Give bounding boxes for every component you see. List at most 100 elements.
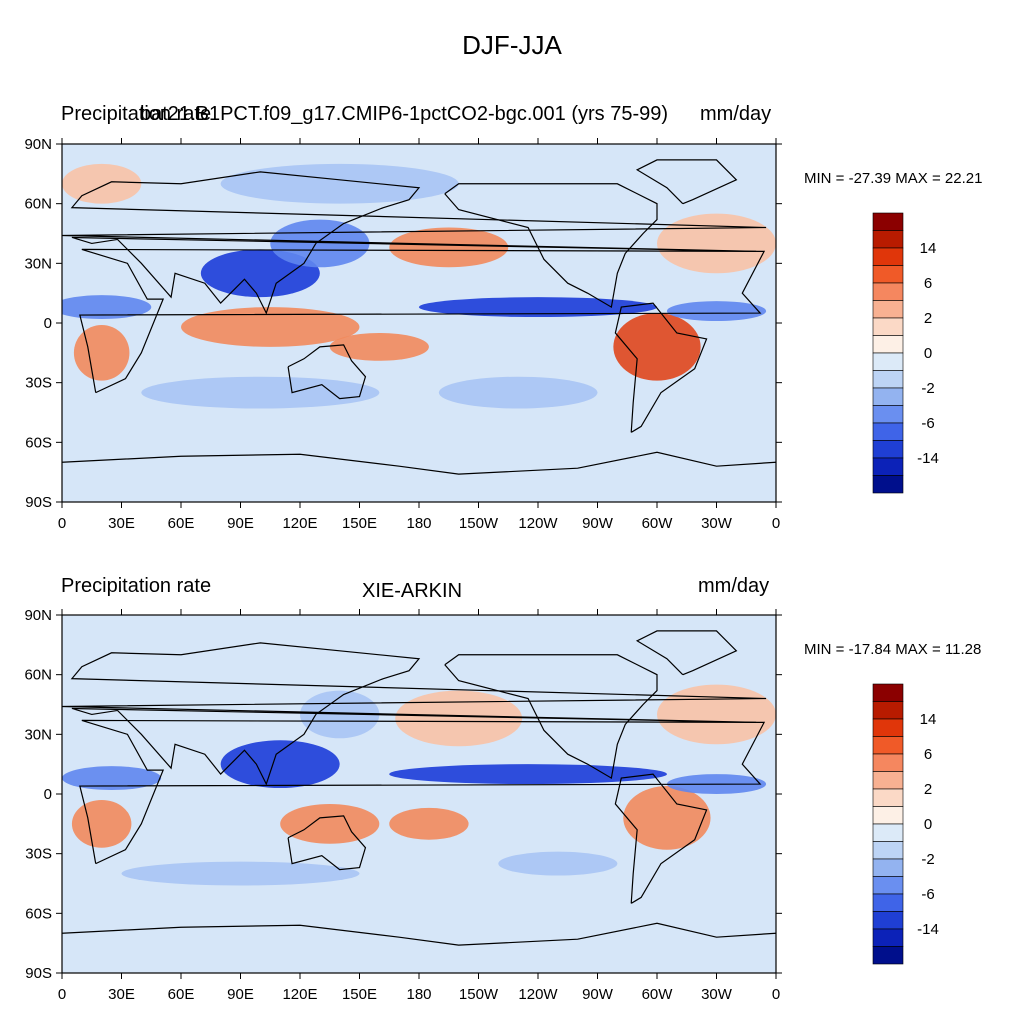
colorbar-swatch [872, 736, 904, 755]
lat-tick-label: 0 [44, 315, 52, 332]
colorbar-swatch [872, 928, 904, 947]
anomaly-region [62, 766, 162, 791]
colorbar-swatch [872, 806, 904, 825]
panel-units: mm/day [698, 575, 770, 597]
coastline [635, 630, 738, 676]
lon-tick-label: 0 [58, 515, 66, 532]
anomaly-region [62, 163, 142, 204]
colorbar-swatch [872, 683, 904, 702]
lon-tick-label: 90W [582, 986, 614, 1003]
lon-tick-label: 30E [108, 986, 135, 1003]
coastline [444, 654, 658, 780]
panel-left-title: Precipitation rate [61, 103, 212, 125]
anomaly-region [657, 213, 776, 274]
colorbar-label: -2 [921, 380, 934, 397]
figure-title: DJF-JJA [462, 30, 562, 60]
anomaly-region [280, 803, 380, 844]
colorbar-swatch [872, 788, 904, 807]
coastline [62, 922, 776, 946]
coastline [79, 719, 766, 865]
anomaly-region [438, 376, 598, 409]
lon-tick-label: 0 [772, 515, 780, 532]
colorbar-swatch [872, 352, 904, 371]
colorbar-swatch [872, 212, 904, 231]
anomaly-region [613, 313, 701, 381]
coastline [79, 248, 766, 394]
colorbar-swatch [872, 335, 904, 354]
lon-tick-label: 180 [406, 986, 431, 1003]
panel-units: mm/day [700, 103, 772, 125]
colorbar-swatch [872, 911, 904, 930]
anomaly-region [389, 764, 667, 785]
anomaly-region [657, 684, 776, 745]
lat-tick-label: 30N [24, 726, 52, 743]
coastline [287, 815, 367, 871]
lat-tick-label: 90S [25, 494, 52, 511]
colorbar-swatch [872, 753, 904, 772]
colorbar-swatch [872, 718, 904, 737]
anomaly-region [498, 851, 618, 876]
lat-tick-label: 90S [25, 965, 52, 982]
anomaly-region [329, 332, 429, 361]
lat-tick-label: 90N [24, 136, 52, 153]
anomaly-region [220, 163, 459, 204]
coastline [62, 642, 767, 786]
colorbar-swatch [872, 771, 904, 790]
lon-tick-label: 150E [342, 515, 377, 532]
panel-center-title: bat21.B1PCT.f09_g17.CMIP6-1pctCO2-bgc.00… [140, 103, 669, 125]
colorbar-swatch [872, 265, 904, 284]
anomaly-region [270, 219, 370, 268]
lon-tick-label: 30W [701, 986, 733, 1003]
anomaly-region [181, 307, 360, 347]
lon-tick-label: 150E [342, 986, 377, 1003]
coastline [62, 171, 767, 315]
lon-tick-label: 120W [518, 515, 558, 532]
anomaly-region [666, 301, 767, 322]
minmax-label: MIN = -17.84 MAX = 11.28 [804, 641, 982, 658]
lat-tick-label: 90N [24, 607, 52, 624]
lon-tick-label: 30W [701, 515, 733, 532]
colorbar-label: -14 [917, 450, 939, 467]
lat-tick-label: 30S [25, 375, 52, 392]
coastline [62, 451, 776, 475]
anomaly-region [419, 297, 657, 318]
coastline [614, 302, 708, 433]
colorbar-label: 14 [920, 711, 937, 728]
lon-tick-label: 90E [227, 515, 254, 532]
colorbar-swatch [872, 387, 904, 406]
anomaly-region [71, 799, 132, 848]
colorbar-swatch [872, 405, 904, 424]
lon-tick-label: 120W [518, 986, 558, 1003]
anomaly-region [121, 861, 360, 886]
lon-tick-label: 60E [168, 515, 195, 532]
colorbar-label: -2 [921, 851, 934, 868]
lon-tick-label: 150W [459, 986, 499, 1003]
colorbar-label: 0 [924, 345, 932, 362]
coastline [287, 344, 367, 400]
colorbar-swatch [872, 946, 904, 965]
colorbar-swatch [872, 457, 904, 476]
colorbar-swatch [872, 300, 904, 319]
coastline [614, 773, 708, 904]
anomaly-region [389, 807, 469, 840]
lon-tick-label: 0 [772, 986, 780, 1003]
colorbar-label: 6 [924, 746, 932, 763]
colorbar-swatch [872, 282, 904, 301]
lat-tick-label: 30N [24, 255, 52, 272]
lon-tick-label: 60W [642, 986, 674, 1003]
colorbar-swatch [872, 230, 904, 249]
colorbar-label: 0 [924, 816, 932, 833]
lon-tick-label: 0 [58, 986, 66, 1003]
colorbar-swatch [872, 841, 904, 860]
colorbar-swatch [872, 475, 904, 494]
anomaly-region [220, 740, 340, 789]
lon-tick-label: 90E [227, 986, 254, 1003]
colorbar-label: 2 [924, 310, 932, 327]
colorbar-label: -6 [921, 415, 934, 432]
coastline [635, 159, 738, 205]
lon-tick-label: 90W [582, 515, 614, 532]
colorbar-swatch [872, 440, 904, 459]
lat-tick-label: 0 [44, 786, 52, 803]
anomaly-region [141, 376, 380, 409]
panel-left-title: Precipitation rate [61, 575, 212, 597]
